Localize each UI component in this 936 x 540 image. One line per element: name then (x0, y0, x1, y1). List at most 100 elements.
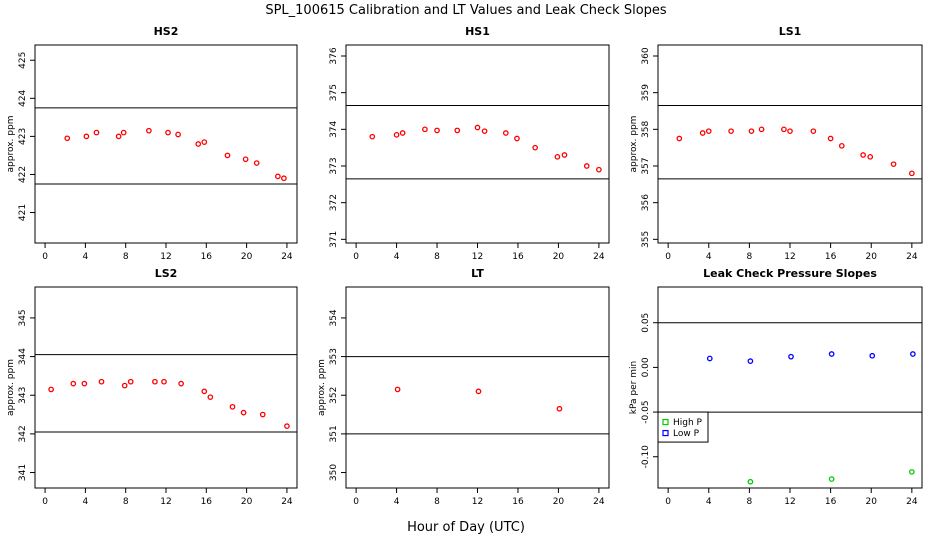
x-tick-label: 0 (42, 252, 48, 262)
panel-title: LS2 (155, 267, 178, 280)
x-tick-label: 8 (123, 252, 129, 262)
data-point (242, 156, 249, 163)
data-point (229, 403, 236, 410)
legend-marker (662, 429, 669, 437)
panel-2: HS1 0 4 8 12 16 20 24 371 372 373 374 375 376 (329, 25, 610, 262)
data-point (787, 128, 793, 135)
x-tick-label: 12 (472, 252, 483, 262)
data-point (195, 141, 202, 147)
y-tick-label: 358 (641, 120, 651, 137)
data-point (910, 351, 916, 357)
figure-xlabel: Hour of Day (UTC) (407, 520, 525, 535)
y-tick-label: 374 (329, 120, 339, 137)
data-point (422, 126, 428, 133)
panel-1: HS2 0 4 8 12 16 20 24 421 422 423 424 425 approx. ppm (6, 25, 298, 262)
x-tick-label: 16 (512, 252, 524, 262)
data-point (867, 153, 874, 160)
x-tick-label: 24 (906, 252, 918, 262)
data-point (161, 378, 167, 385)
data-point (838, 142, 845, 149)
x-tick-label: 12 (160, 252, 171, 262)
data-point (474, 124, 481, 131)
y-tick-label: 342 (18, 425, 28, 442)
data-point (869, 352, 876, 359)
y-tick-label: 345 (18, 309, 28, 326)
data-point (827, 135, 834, 142)
data-point (890, 161, 897, 168)
x-tick-label: 0 (42, 497, 48, 507)
y-tick-label: 357 (641, 157, 651, 174)
data-point (748, 128, 755, 135)
x-tick-label: 12 (784, 252, 795, 262)
x-tick-label: 12 (784, 497, 795, 507)
data-point (810, 128, 817, 135)
data-point (284, 423, 290, 430)
x-tick-label: 8 (434, 497, 440, 507)
data-point (676, 135, 683, 142)
y-axis-label: kPa per min (629, 361, 639, 414)
data-point (434, 127, 440, 134)
x-tick-label: 24 (593, 252, 605, 262)
x-tick-label: 8 (747, 252, 753, 262)
data-point (201, 139, 208, 145)
data-point (699, 130, 706, 136)
y-tick-label: 372 (329, 194, 339, 211)
x-tick-label: 0 (353, 497, 359, 507)
data-point (70, 380, 77, 387)
x-tick-label: 16 (825, 252, 837, 262)
y-tick-label: 421 (18, 204, 28, 221)
y-tick-label: 0.05 (641, 313, 651, 333)
y-tick-label: 344 (18, 348, 28, 365)
panel-4: LS2 0 4 8 12 16 20 24 341 342 343 344 345 approx. ppm (6, 267, 298, 507)
panel-title: Leak Check Pressure Slopes (703, 267, 877, 280)
y-tick-label: 371 (329, 231, 339, 248)
x-tick-label: 0 (665, 497, 671, 507)
data-point (120, 129, 127, 136)
data-point (48, 386, 54, 393)
data-point (908, 469, 915, 475)
data-point (788, 353, 794, 360)
data-point (596, 166, 602, 173)
data-point (561, 152, 568, 158)
data-point (454, 127, 461, 134)
data-point (399, 130, 406, 136)
data-point (152, 378, 158, 385)
data-point (115, 133, 122, 140)
x-tick-label: 20 (241, 252, 253, 262)
y-tick-label: 343 (18, 387, 28, 404)
x-tick-label: 24 (281, 252, 293, 262)
x-tick-label: 16 (512, 497, 524, 507)
panel-title: HS1 (465, 25, 490, 38)
panel-title: HS2 (154, 25, 179, 38)
y-tick-label: 424 (18, 89, 28, 106)
y-tick-label: 350 (329, 464, 339, 481)
y-axis-label: approx. ppm (6, 359, 16, 416)
x-tick-label: 20 (866, 497, 878, 507)
x-tick-label: 16 (201, 252, 213, 262)
data-point (908, 170, 915, 177)
y-tick-label: 355 (641, 231, 651, 248)
data-point (165, 129, 171, 136)
figure-title: SPL_100615 Calibration and LT Values and… (265, 3, 667, 18)
data-point (860, 152, 866, 158)
x-tick-label: 24 (281, 497, 293, 507)
data-point (475, 388, 482, 395)
panel-6: Leak Check Pressure Slopes 0 4 8 12 16 20 24 0.0… (629, 267, 923, 507)
data-point (502, 130, 509, 136)
data-point (556, 405, 563, 412)
data-point (93, 129, 100, 136)
data-point (83, 133, 90, 140)
panel-title: LT (471, 267, 484, 280)
data-point (207, 394, 214, 401)
data-point (758, 126, 765, 133)
y-tick-label: 353 (329, 348, 339, 365)
x-tick-label: 20 (553, 252, 565, 262)
legend-label: Low P (673, 429, 700, 439)
data-point (393, 131, 400, 138)
y-tick-label: 423 (18, 128, 28, 145)
data-point (532, 144, 539, 151)
data-point (201, 388, 208, 395)
data-point (281, 175, 287, 182)
y-tick-label: 425 (18, 52, 28, 69)
